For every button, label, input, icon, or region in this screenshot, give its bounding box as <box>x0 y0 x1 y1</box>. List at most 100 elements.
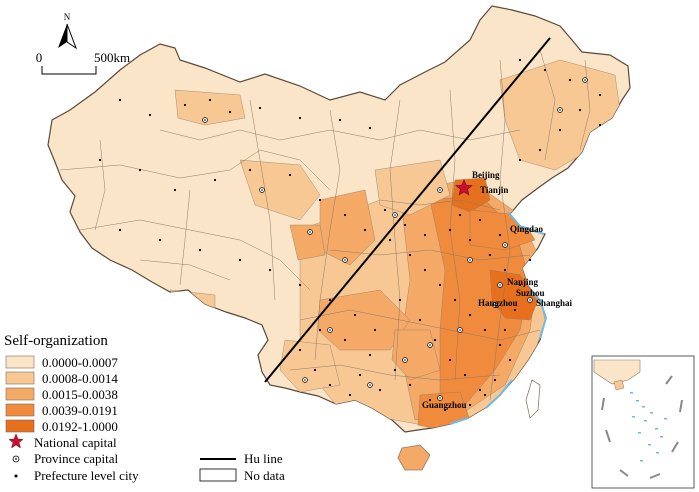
prefecture-city-dot <box>343 338 347 342</box>
legend-class-label-5: 0.0192-1.0000 <box>42 419 118 434</box>
prefecture-city-dot <box>423 233 427 237</box>
province-capital-marker <box>437 187 443 193</box>
hu-line <box>264 37 551 383</box>
prefecture-city-dot <box>353 313 357 317</box>
province-capital-marker <box>557 107 563 113</box>
prefecture-city-dot <box>443 408 447 412</box>
prefecture-city-dot <box>478 218 482 222</box>
prefecture-city-dot <box>98 158 102 162</box>
legend-national-capital-star <box>8 433 24 449</box>
prefecture-city-dot <box>313 368 317 372</box>
prefecture-city-dot <box>468 403 472 407</box>
prefecture-city-dot <box>568 78 572 82</box>
prefecture-city-dot <box>458 213 462 217</box>
inset-island <box>664 418 667 420</box>
north-arrow-icon: N <box>58 12 78 50</box>
prefecture-city-dot <box>298 348 302 352</box>
region-sichuan <box>317 289 411 351</box>
inset-island <box>656 452 659 454</box>
prefecture-city-dot <box>408 253 412 257</box>
prefecture-city-dot <box>288 173 292 177</box>
scale-bar: 0 500km <box>36 50 130 75</box>
inset-island <box>632 416 635 418</box>
label-qingdao: Qingdao <box>510 224 544 234</box>
prefecture-city-dot <box>468 238 472 242</box>
prefecture-city-dot <box>258 106 262 110</box>
inset-boundary-dash <box>605 429 611 443</box>
prefecture-city-dot <box>378 388 382 392</box>
inset-boundary-dash <box>601 397 605 411</box>
inset-island <box>642 406 645 408</box>
inset-island <box>650 412 653 414</box>
province-capital-marker <box>302 377 308 383</box>
scale-start: 0 <box>36 50 43 65</box>
prefecture-city-dot <box>428 398 432 402</box>
prefecture-city-dot <box>208 98 212 102</box>
prefecture-city-dot <box>368 353 372 357</box>
prefecture-city-dot <box>503 268 507 272</box>
province-capital-marker <box>367 382 373 388</box>
prefecture-city-dot <box>453 298 457 302</box>
prefecture-city-dot <box>558 128 562 132</box>
region-qinghai-east <box>289 224 326 261</box>
inset-island <box>648 444 651 446</box>
legend-province-capital-icon <box>12 455 20 463</box>
prefecture-city-dot <box>518 58 522 62</box>
north-label: N <box>64 12 71 22</box>
label-shanghai: Shanghai <box>536 298 573 308</box>
prefecture-city-dot <box>173 188 177 192</box>
prefecture-city-dot <box>148 113 152 117</box>
coastline-water <box>449 211 548 425</box>
label-beijing: Beijing <box>472 170 500 180</box>
province-capital-marker <box>457 327 463 333</box>
legend-province-capital-label: Province capital <box>34 451 118 466</box>
label-suzhou: Suzhou <box>516 288 545 298</box>
prefecture-city-dot <box>543 68 547 72</box>
scale-end: 500km <box>94 50 130 65</box>
prefecture-city-dot <box>298 283 302 287</box>
prefecture-city-dot <box>493 378 497 382</box>
label-tianjin: Tianjin <box>480 185 508 195</box>
region-hunan <box>391 329 441 381</box>
prefecture-city-dot <box>138 168 142 172</box>
prefecture-city-dot <box>213 178 217 182</box>
prefecture-city-dot <box>398 298 402 302</box>
province-capital-marker <box>427 342 433 348</box>
prefecture-city-dot <box>498 343 502 347</box>
prefecture-city-dots <box>98 58 602 412</box>
prefecture-city-dot <box>598 93 602 97</box>
legend-class-label-1: 0.0000-0.0007 <box>42 355 118 370</box>
hainan-island <box>397 444 431 471</box>
province-capital-marker <box>202 117 208 123</box>
province-capital-markers <box>202 77 588 401</box>
prefecture-city-dot <box>383 208 387 212</box>
prefecture-city-dot <box>438 283 442 287</box>
prefecture-city-dot <box>483 393 487 397</box>
prefecture-city-dot <box>238 258 242 262</box>
province-capital-marker <box>327 327 333 333</box>
inset-island <box>636 400 639 402</box>
prefecture-city-dot <box>528 258 532 262</box>
province-capital-marker <box>259 187 265 193</box>
prefecture-city-dot <box>373 328 377 332</box>
prefecture-city-dot <box>538 148 542 152</box>
legend-no-data-label: No data <box>244 468 285 483</box>
prefecture-city-dot <box>318 328 322 332</box>
legend-class-label-2: 0.0008-0.0014 <box>42 371 118 386</box>
prefecture-city-dot <box>423 268 427 272</box>
province-capital-marker <box>582 77 588 83</box>
prefecture-city-dot <box>448 358 452 362</box>
prefecture-city-dot <box>463 373 467 377</box>
legend-hu-line-label: Hu line <box>244 451 283 466</box>
prefecture-city-dot <box>513 308 517 312</box>
province-capital-marker <box>527 297 533 303</box>
province-capital-marker <box>437 395 443 401</box>
legend-swatch-5 <box>5 419 35 433</box>
prefecture-city-dot <box>483 328 487 332</box>
prefecture-city-dot <box>518 158 522 162</box>
prefecture-city-dot <box>448 228 452 232</box>
prefecture-city-dot <box>198 248 202 252</box>
prefecture-city-dot <box>328 298 332 302</box>
province-capital-marker <box>467 257 473 263</box>
legend-class-label-4: 0.0039-0.0191 <box>42 403 118 418</box>
